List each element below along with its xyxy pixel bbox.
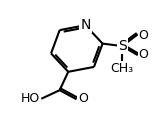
Text: HO: HO [21,92,40,105]
Text: O: O [138,29,148,42]
Text: N: N [80,18,91,32]
Text: O: O [138,48,148,61]
Text: O: O [78,92,88,105]
Text: CH₃: CH₃ [111,62,134,75]
Text: S: S [118,39,127,53]
